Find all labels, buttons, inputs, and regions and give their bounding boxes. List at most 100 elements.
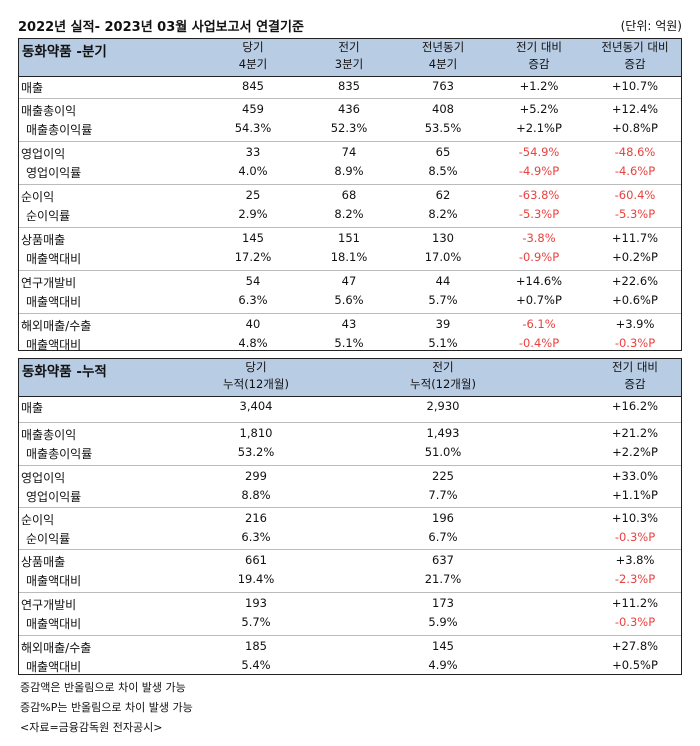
column-header-line: 당기 <box>245 360 267 374</box>
cell-value: 47 <box>341 274 357 288</box>
table-row: 매출액대비 5.4% 4.9% +0.5%P <box>19 657 681 675</box>
footnote: 증감액은 반올림으로 차이 발생 가능 <box>20 681 186 694</box>
column-header-line: 전년동기 <box>421 40 465 54</box>
cell-value: 436 <box>338 102 360 116</box>
column-header: 전기 3분기 <box>294 39 404 73</box>
row-divider <box>19 422 681 423</box>
cell-value: 5.9% <box>428 615 458 629</box>
cell-value: 661 <box>245 553 267 567</box>
row-divider <box>19 592 681 593</box>
row-label: 순이익 <box>21 513 55 527</box>
cell-value: 763 <box>432 79 454 93</box>
cell-value: 54.3% <box>234 121 272 135</box>
unit-label: (단위: 억원) <box>620 19 682 33</box>
cell-value: 2.9% <box>238 207 268 221</box>
cumulative-table-title: 동화약품 -누적 <box>22 364 107 380</box>
cell-value: -0.9%P <box>518 250 560 264</box>
cell-value: 52.3% <box>330 121 368 135</box>
row-label: 매출 <box>21 401 44 415</box>
table-row: 순이익률 6.3% 6.7% -0.3%P <box>19 529 681 547</box>
cell-value: -0.3%P <box>614 615 656 629</box>
cell-value: 6.3% <box>241 530 271 544</box>
cell-value: -60.4% <box>614 188 656 202</box>
cell-value: 408 <box>432 102 454 116</box>
cell-value: -2.3%P <box>614 572 656 586</box>
row-divider <box>19 227 681 228</box>
cell-value: 5.6% <box>334 293 364 307</box>
table-row: 매출액대비 19.4% 21.7% -2.3%P <box>19 571 681 589</box>
row-label: 상품매출 <box>21 555 66 569</box>
cell-value: 5.1% <box>428 336 458 350</box>
quarterly-table: 동화약품 -분기 당기 4분기 전기 3분기 전년동기 4분기 전기 대비 증감 전년동기 대비… <box>18 38 682 352</box>
cell-value: -4.9%P <box>518 164 560 178</box>
column-header: 전기 대비 증감 <box>484 39 594 73</box>
table-row: 매출총이익률 54.3% 52.3% 53.5% +2.1%P +0.8%P <box>19 120 681 138</box>
cell-value: +0.8%P <box>612 121 658 135</box>
cell-value: -3.8% <box>522 231 556 245</box>
cell-value: +33.0% <box>611 469 659 483</box>
table-row: 영업이익률 8.8% 7.7% +1.1%P <box>19 487 681 505</box>
table-row: 매출 3,404 2,930 +16.2% <box>19 398 681 416</box>
cell-value: 4.9% <box>428 658 458 672</box>
column-header: 전년동기 대비 증감 <box>580 39 690 73</box>
column-header-line: 4분기 <box>428 57 458 71</box>
cell-value: 193 <box>245 596 267 610</box>
cell-value: 6.3% <box>238 293 268 307</box>
cell-value: +5.2% <box>519 102 559 116</box>
cell-value: -4.6%P <box>614 164 656 178</box>
row-label: 매출액대비 <box>26 617 82 631</box>
cell-value: -63.8% <box>518 188 560 202</box>
cell-value: 62 <box>435 188 451 202</box>
row-label: 매출총이익률 <box>26 123 93 137</box>
column-header-line: 3분기 <box>334 57 364 71</box>
table-row: 매출총이익 459 436 408 +5.2% +12.4% <box>19 101 681 119</box>
cell-value: +16.2% <box>611 399 659 413</box>
row-divider <box>19 270 681 271</box>
row-label: 해외매출/수출 <box>21 319 92 333</box>
table-row: 상품매출 661 637 +3.8% <box>19 552 681 570</box>
column-header-line: 누적(12개월) <box>223 377 289 391</box>
table-row: 영업이익 299 225 +33.0% <box>19 468 681 486</box>
cell-value: 44 <box>435 274 451 288</box>
cell-value: 1,493 <box>426 426 460 440</box>
cell-value: 5.7% <box>241 615 271 629</box>
cell-value: 51.0% <box>424 445 462 459</box>
row-divider <box>19 635 681 636</box>
cell-value: 74 <box>341 145 357 159</box>
cell-value: +12.4% <box>611 102 659 116</box>
quarterly-table-header: 동화약품 -분기 당기 4분기 전기 3분기 전년동기 4분기 전기 대비 증감 전년동기 대비… <box>19 39 681 77</box>
table-row: 매출액대비 5.7% 5.9% -0.3%P <box>19 614 681 632</box>
column-header-line: 전기 <box>432 360 454 374</box>
cell-value: 225 <box>432 469 454 483</box>
table-row: 순이익률 2.9% 8.2% 8.2% -5.3%P -5.3%P <box>19 206 681 224</box>
footnote: 증감%P는 반올림으로 차이 발생 가능 <box>20 701 193 714</box>
cell-value: 18.1% <box>330 250 368 264</box>
cell-value: 7.7% <box>428 488 458 502</box>
column-header-line: 전기 <box>338 40 360 54</box>
cell-value: 8.5% <box>428 164 458 178</box>
cell-value: -6.1% <box>522 317 556 331</box>
row-label: 매출총이익률 <box>26 447 93 461</box>
cell-value: 8.9% <box>334 164 364 178</box>
cell-value: 130 <box>432 231 454 245</box>
cell-value: 173 <box>432 596 454 610</box>
row-label: 순이익 <box>21 190 55 204</box>
column-header-line: 전기 대비 <box>612 360 658 374</box>
row-divider <box>19 313 681 314</box>
cell-value: -0.3%P <box>614 530 656 544</box>
column-header: 전년동기 4분기 <box>388 39 498 73</box>
cell-value: 43 <box>341 317 357 331</box>
column-header-line: 전년동기 대비 <box>601 40 669 54</box>
cumulative-table: 동화약품 -누적 당기 누적(12개월) 전기 누적(12개월) 전기 대비 증감 매출 3… <box>18 358 682 675</box>
row-label: 순이익률 <box>26 209 71 223</box>
table-row: 순이익 216 196 +10.3% <box>19 510 681 528</box>
cell-value: -5.3%P <box>518 207 560 221</box>
cell-value: 216 <box>245 511 267 525</box>
cell-value: +3.8% <box>615 553 655 567</box>
cell-value: +11.2% <box>611 596 659 610</box>
table-row: 매출총이익 1,810 1,493 +21.2% <box>19 425 681 443</box>
table-row: 영업이익 33 74 65 -54.9% -48.6% <box>19 144 681 162</box>
row-label: 매출액대비 <box>26 574 82 588</box>
column-header-line: 당기 <box>242 40 264 54</box>
column-header-line: 누적(12개월) <box>410 377 476 391</box>
